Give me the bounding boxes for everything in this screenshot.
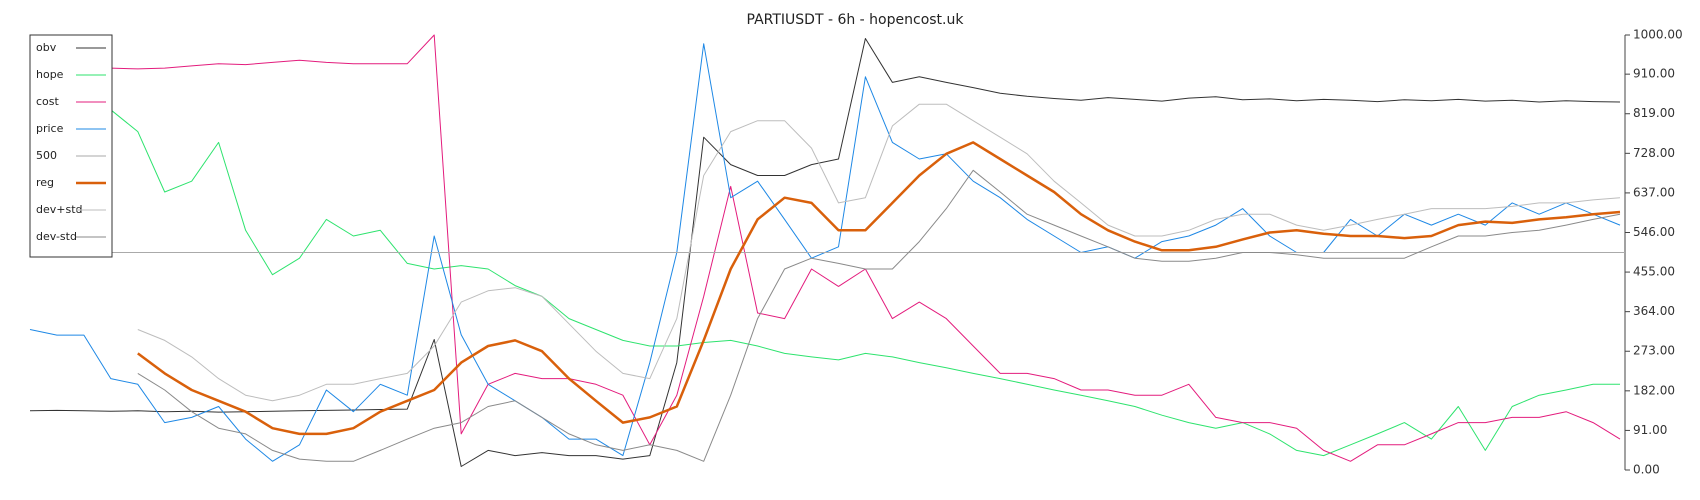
legend-box (29, 34, 113, 258)
y-tick-label: 0.00 (1633, 463, 1660, 477)
legend-label: obv (36, 41, 57, 54)
legend-label: dev+std (36, 203, 83, 216)
legend-label: reg (36, 176, 54, 189)
y-tick-label: 637.00 (1633, 185, 1675, 199)
series-line (137, 103, 1621, 402)
y-tick-label: 1000.00 (1633, 28, 1683, 42)
plot-area: 0.00 91.00 182.00 273.00 364.00 455.00 546.00 6… (29, 28, 1683, 477)
series-line (137, 169, 1621, 462)
y-tick-label: 91.00 (1633, 423, 1667, 437)
series-line (110, 34, 1621, 462)
series-line (110, 109, 1620, 457)
series-line (29, 38, 1621, 467)
y-tick-label: 182.00 (1633, 383, 1675, 397)
legend-label: price (36, 122, 64, 135)
y-tick-label: 728.00 (1633, 146, 1675, 160)
chart-title: PARTIUSDT - 6h - hopencost.uk (747, 12, 965, 28)
y-tick-label: 364.00 (1633, 304, 1675, 318)
legend-label: dev-std (36, 230, 77, 243)
legend: obv hope cost price 500 reg dev+std dev-std (29, 34, 113, 258)
legend-label: hope (36, 68, 64, 81)
y-tick-label: 910.00 (1633, 67, 1675, 81)
y-tick-label: 273.00 (1633, 344, 1675, 358)
legend-label: cost (36, 95, 60, 108)
y-tick-label: 819.00 (1633, 106, 1675, 120)
legend-label: 500 (36, 149, 57, 162)
y-tick-label: 546.00 (1633, 225, 1675, 239)
y-tick-label: 455.00 (1633, 265, 1675, 279)
series-line (137, 141, 1621, 436)
